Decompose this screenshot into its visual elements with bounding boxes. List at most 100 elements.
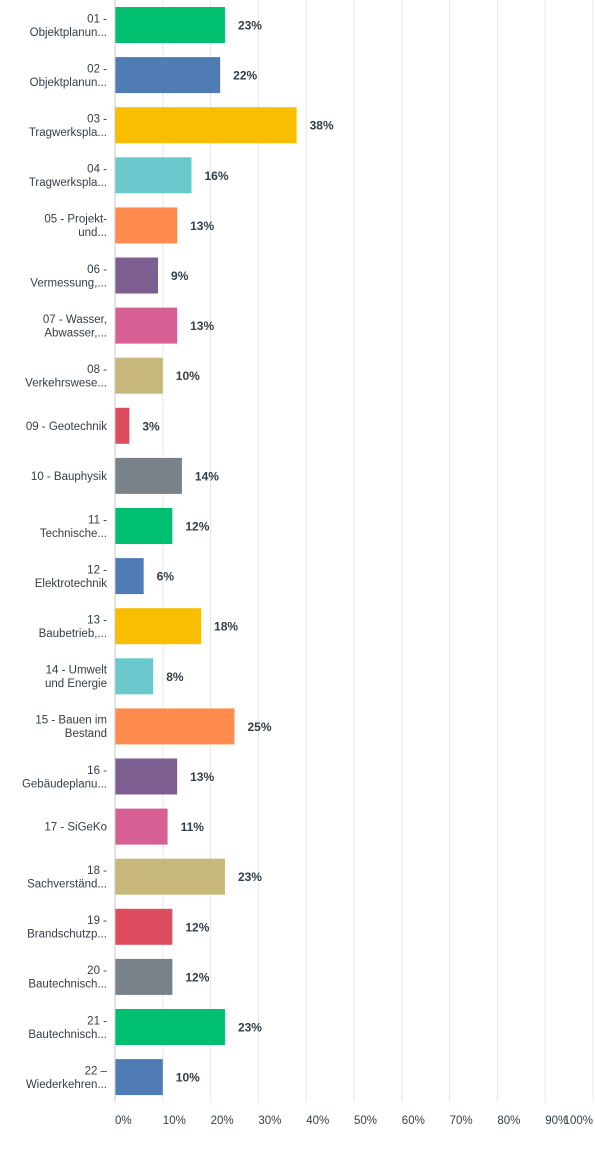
category-label-line: Baubetrieb,... bbox=[39, 628, 107, 640]
category-label-line: 17 - SiGeKo bbox=[44, 822, 107, 834]
category-label-line: 07 - Wasser, bbox=[43, 314, 107, 326]
category-label-line: Elektrotechnik bbox=[35, 578, 107, 590]
category-label-line: Wiederkehren... bbox=[26, 1079, 107, 1091]
bar bbox=[115, 7, 225, 43]
value-label: 22% bbox=[233, 69, 257, 83]
value-label: 10% bbox=[176, 369, 200, 383]
category-label: 05 - Projekt-und... bbox=[44, 214, 107, 240]
value-label: 25% bbox=[248, 720, 272, 734]
value-label: 13% bbox=[190, 319, 214, 333]
category-label-line: Bautechnisch... bbox=[28, 979, 107, 991]
value-label: 12% bbox=[185, 970, 209, 984]
x-tick-label: 90% bbox=[545, 1115, 568, 1127]
category-label-line: Objektplanun... bbox=[30, 77, 107, 89]
category-label-line: 02 - bbox=[87, 63, 107, 75]
bar bbox=[115, 457, 182, 494]
category-label: 07 - Wasser, Abwasser,... bbox=[43, 314, 107, 340]
value-label: 16% bbox=[204, 169, 228, 183]
category-label-line: Technische... bbox=[40, 528, 107, 540]
x-tick-label: 60% bbox=[402, 1115, 425, 1127]
value-label: 23% bbox=[238, 1021, 262, 1035]
value-label: 12% bbox=[185, 920, 209, 934]
value-label: 10% bbox=[176, 1071, 200, 1085]
category-label: 13 - Baubetrieb,... bbox=[39, 614, 108, 640]
category-label: 06 -Vermessung,... bbox=[30, 264, 107, 290]
category-label-line: Tragwerkspla... bbox=[29, 127, 107, 139]
value-label: 12% bbox=[185, 520, 209, 534]
category-label-line: Gebäudeplanu... bbox=[22, 778, 107, 790]
category-label: 11 - Technische... bbox=[40, 514, 107, 540]
grid-lines bbox=[162, 0, 594, 1102]
category-label-line: Abwasser,... bbox=[44, 327, 107, 339]
bar bbox=[115, 908, 173, 945]
x-tick-label: 20% bbox=[211, 1115, 234, 1127]
category-label-line: 08 - bbox=[87, 364, 107, 376]
value-label: 13% bbox=[190, 219, 214, 233]
value-label: 3% bbox=[142, 419, 160, 433]
category-label-line: Tragwerkspla... bbox=[29, 177, 107, 189]
bar bbox=[115, 57, 221, 94]
bar bbox=[115, 958, 173, 995]
category-label-line: 11 - bbox=[88, 514, 107, 526]
category-label: 18 -Sachverständ... bbox=[27, 865, 107, 891]
category-label-line: Sachverständ... bbox=[27, 878, 107, 890]
x-tick-label: 10% bbox=[163, 1115, 186, 1127]
bar bbox=[115, 508, 173, 544]
bar bbox=[115, 407, 130, 444]
x-tick-label: 40% bbox=[306, 1115, 329, 1127]
category-label-line: 10 - Bauphysik bbox=[31, 471, 107, 483]
category-label-line: 13 - bbox=[87, 614, 107, 626]
category-label-line: 12 - bbox=[87, 564, 107, 576]
x-tick-label: 70% bbox=[450, 1115, 473, 1127]
value-label: 13% bbox=[190, 770, 214, 784]
category-label: 04 -Tragwerkspla... bbox=[29, 164, 107, 190]
category-label: 17 - SiGeKo bbox=[44, 822, 107, 834]
bar bbox=[115, 858, 225, 895]
category-label: 10 - Bauphysik bbox=[31, 471, 107, 483]
category-label-line: 15 - Bauen im bbox=[35, 715, 107, 727]
bar bbox=[115, 207, 178, 244]
x-tick-label: 100% bbox=[564, 1115, 593, 1127]
x-tick-label: 30% bbox=[258, 1115, 281, 1127]
category-label-line: 20 - bbox=[87, 965, 107, 977]
category-label-line: 04 - bbox=[87, 164, 107, 176]
category-label-line: 22 – bbox=[85, 1065, 108, 1077]
category-label-line: 03 - bbox=[87, 113, 107, 125]
category-label: 22 – Wiederkehren... bbox=[26, 1065, 108, 1091]
category-label-line: Vermessung,... bbox=[30, 277, 107, 289]
category-label-line: 21 - bbox=[87, 1015, 107, 1027]
bar bbox=[115, 658, 154, 695]
category-label-line: Bestand bbox=[65, 728, 107, 740]
labels: 0% 10% 20% 30% 40% 50% 60% 70% 80% 90%100% 23% 01 -… bbox=[22, 13, 593, 1127]
category-label-line: 01 - bbox=[87, 13, 107, 25]
category-label-line: 19 - bbox=[87, 915, 107, 927]
bar bbox=[115, 107, 297, 144]
x-tick-label: 80% bbox=[497, 1115, 520, 1127]
category-label-line: 18 - bbox=[87, 865, 107, 877]
category-label-line: 14 - Umwelt bbox=[46, 665, 108, 677]
category-label-line: 16 - bbox=[87, 765, 107, 777]
category-label: 01 - Objektplanun... bbox=[30, 13, 108, 39]
x-tick-label: 50% bbox=[354, 1115, 377, 1127]
category-label: 08 -Verkehrswese... bbox=[25, 364, 107, 390]
bar bbox=[115, 257, 159, 294]
category-label: 20 - Bautechnisch... bbox=[28, 965, 107, 991]
bar bbox=[115, 1009, 225, 1045]
category-label: 14 - Umwelt und Energie bbox=[45, 665, 108, 691]
bar bbox=[115, 307, 178, 344]
value-label: 23% bbox=[238, 19, 262, 33]
category-label: 12 - Elektrotechnik bbox=[35, 564, 107, 590]
value-label: 6% bbox=[157, 570, 175, 584]
category-label: 02 - Objektplanun... bbox=[30, 63, 108, 89]
bar bbox=[115, 758, 178, 795]
value-label: 9% bbox=[171, 269, 189, 283]
category-label-line: 06 - bbox=[87, 264, 107, 276]
bars bbox=[115, 7, 297, 1096]
bar bbox=[115, 1059, 163, 1096]
category-label-line: und... bbox=[78, 227, 107, 239]
bar bbox=[115, 157, 192, 194]
category-label-line: Brandschutzp... bbox=[27, 929, 107, 941]
category-label-line: Verkehrswese... bbox=[25, 377, 107, 389]
bar bbox=[115, 608, 202, 645]
